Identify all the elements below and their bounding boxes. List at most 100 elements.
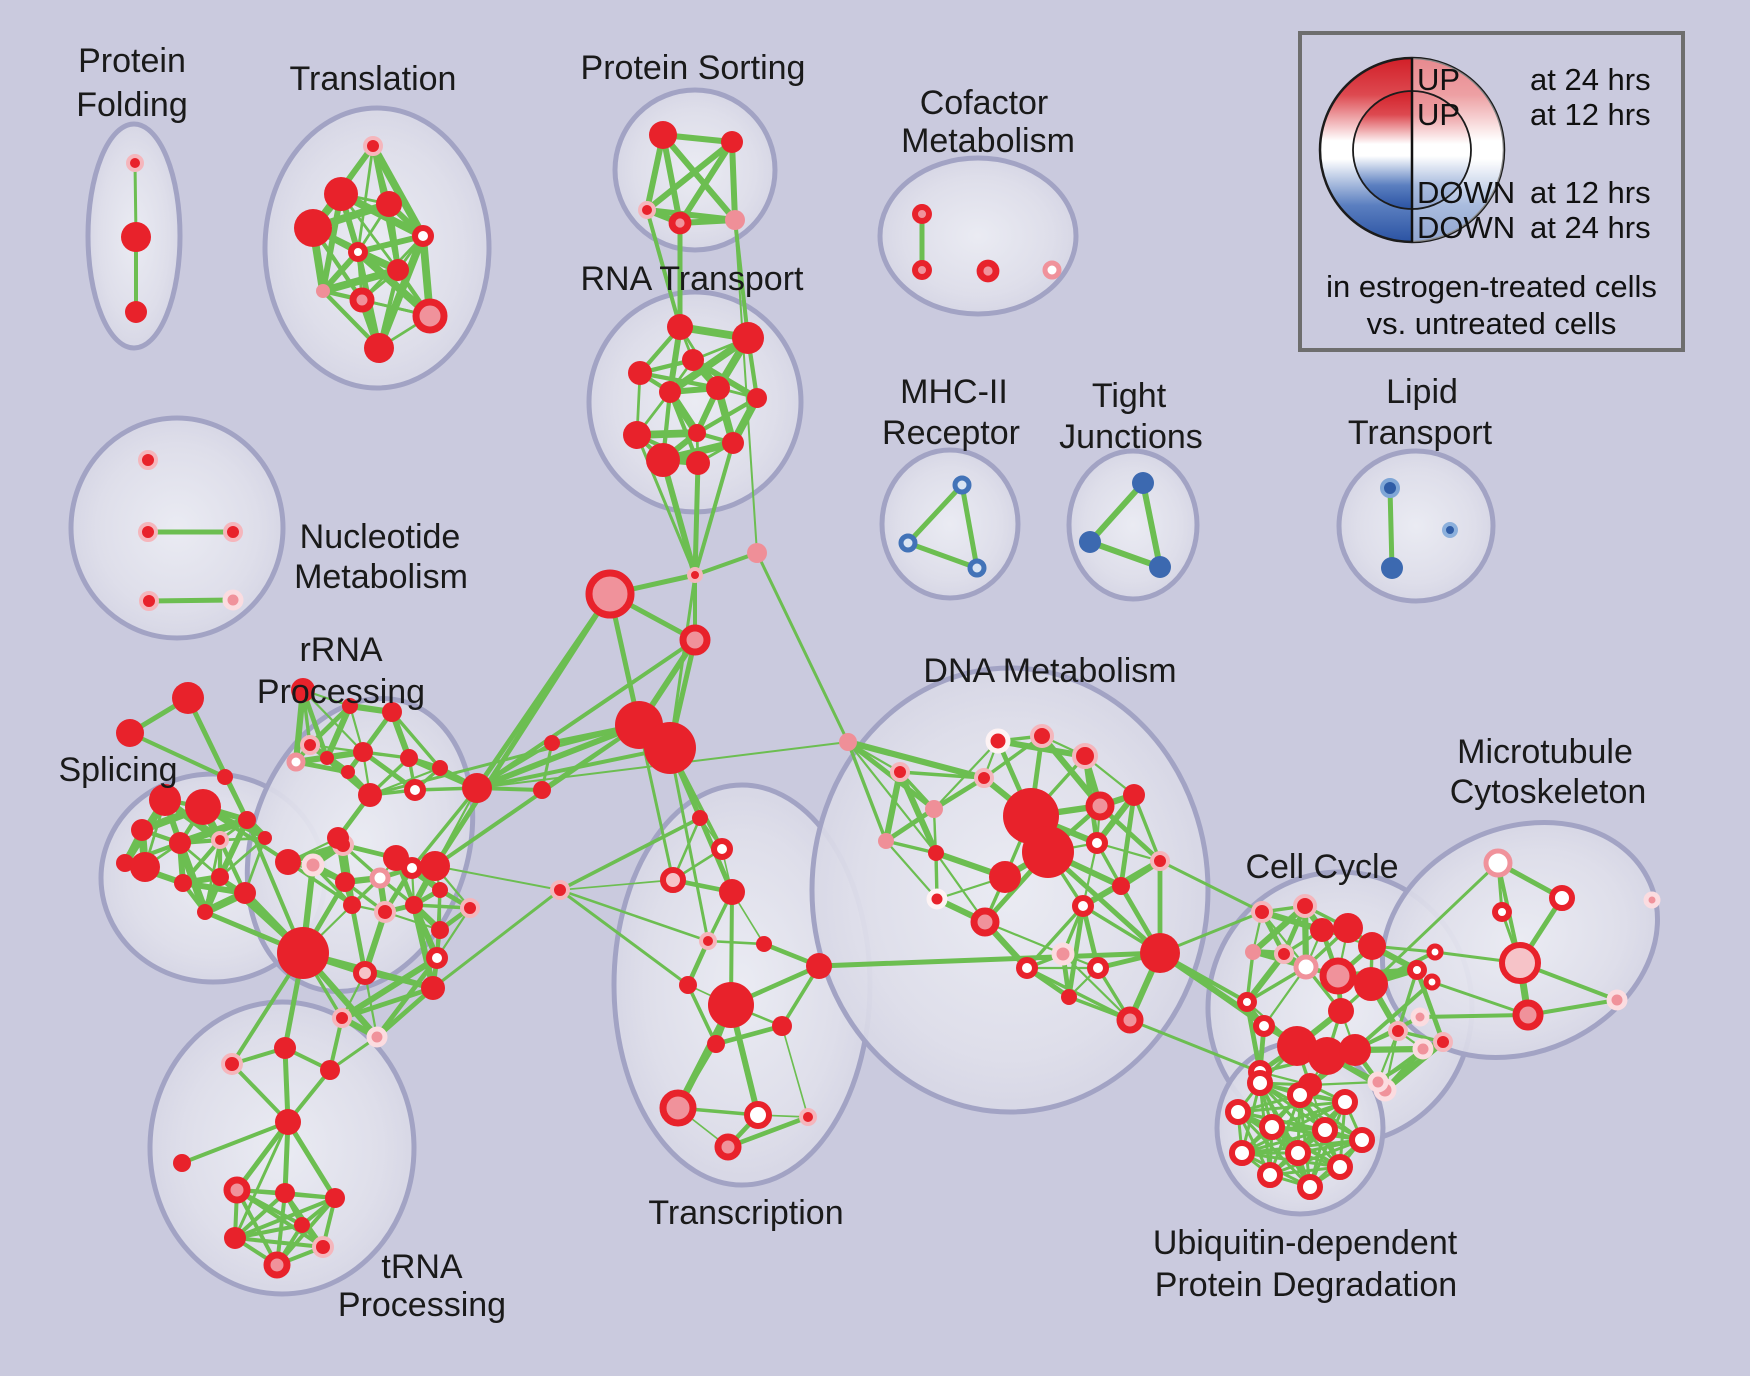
- cluster-label-protein_folding: Folding: [76, 86, 188, 124]
- node-dn11: [1022, 826, 1074, 878]
- node-rr22: [343, 896, 361, 914]
- network-edge: [734, 219, 758, 554]
- node-tl11: [364, 333, 394, 363]
- node-cc18: [1412, 1038, 1434, 1060]
- node-tx14: [744, 1101, 772, 1129]
- node-nm4: [139, 591, 159, 611]
- node-dn1: [985, 728, 1011, 754]
- node-cc15: [1308, 1037, 1346, 1075]
- node-tx8: [806, 953, 832, 979]
- node-tb6: [312, 1236, 334, 1258]
- node-tb7: [263, 1251, 291, 1279]
- node-tl1: [363, 136, 383, 156]
- node-dn19: [1140, 933, 1180, 973]
- network-edge: [558, 888, 690, 987]
- node-sp3: [131, 819, 153, 841]
- node-dn17: [1072, 895, 1094, 917]
- legend-box: UP at 24 hrs UP at 12 hrs DOWN at 12 hrs…: [1298, 31, 1685, 352]
- cluster-label-microtubule: Cytoskeleton: [1450, 773, 1647, 811]
- node-tl2: [324, 177, 358, 211]
- network-edge: [713, 1023, 785, 1047]
- node-mt9: [1410, 1007, 1430, 1027]
- node-ub8: [1229, 1140, 1255, 1166]
- node-rr12: [462, 773, 492, 803]
- node-tj1: [1132, 472, 1154, 494]
- network-edge: [558, 816, 702, 892]
- node-ub10: [1327, 1154, 1353, 1180]
- node-dn14: [1150, 851, 1170, 871]
- node-rt2: [732, 322, 764, 354]
- network-edge: [667, 389, 701, 466]
- node-rr4: [300, 735, 320, 755]
- cluster-label-rrna: rRNA: [299, 631, 382, 669]
- node-sp12: [258, 831, 272, 845]
- legend-caption-line2: vs. untreated cells: [1366, 306, 1617, 341]
- network-edge: [644, 139, 735, 213]
- network-edge: [230, 1062, 290, 1124]
- network-edge: [816, 950, 1163, 969]
- network-edge: [431, 888, 562, 990]
- node-mh3: [967, 558, 987, 578]
- node-sp2: [185, 789, 221, 825]
- node-tx1: [692, 810, 708, 826]
- network-edge: [729, 139, 738, 223]
- node-tb2: [275, 1183, 295, 1203]
- network-edge: [884, 839, 939, 901]
- network-edge: [559, 879, 674, 891]
- node-rt3: [682, 349, 704, 371]
- node-sp7: [130, 852, 160, 882]
- node-dn20: [1016, 957, 1038, 979]
- network-edge: [1430, 980, 1530, 1017]
- node-dn21: [1051, 942, 1075, 966]
- network-edge: [233, 1196, 337, 1240]
- node-tt4: [320, 1060, 340, 1080]
- network-edge: [959, 482, 980, 571]
- network-edge: [660, 132, 683, 226]
- node-cf2: [912, 260, 932, 280]
- node-tj3: [1149, 556, 1171, 578]
- node-cc23: [1367, 1071, 1389, 1093]
- node-rt10: [722, 432, 744, 454]
- network-edge: [1236, 1100, 1347, 1114]
- network-edge: [677, 139, 735, 226]
- network-edge: [285, 1119, 338, 1201]
- node-rr14: [277, 927, 329, 979]
- node-ps5: [725, 210, 745, 230]
- node-dn12: [989, 861, 1021, 893]
- node-tx6: [699, 932, 717, 950]
- node-nm2: [138, 522, 158, 542]
- node-cc9: [1319, 957, 1357, 995]
- network-edge: [1025, 966, 1132, 1022]
- network-edge: [1369, 861, 1500, 986]
- node-ub9: [1285, 1140, 1311, 1166]
- node-mt10: [1643, 891, 1661, 909]
- node-cc7: [1274, 944, 1294, 964]
- network-edge: [668, 746, 710, 943]
- node-mh1: [952, 475, 972, 495]
- network-edge: [1158, 859, 1264, 914]
- node-dn23: [1061, 989, 1077, 1005]
- node-tb1: [223, 1176, 251, 1204]
- network-edge: [660, 132, 738, 223]
- node-tl4: [294, 209, 332, 247]
- node-dn18: [1112, 877, 1130, 895]
- node-cf1: [912, 204, 932, 224]
- node-rr27: [353, 961, 377, 985]
- node-tl3: [376, 191, 402, 217]
- node-dn2: [1030, 724, 1054, 748]
- node-tb3: [325, 1188, 345, 1208]
- node-mh2: [898, 533, 918, 553]
- node-dn13: [1086, 832, 1108, 854]
- network-edge: [1353, 980, 1434, 1052]
- node-tt1: [275, 1109, 301, 1135]
- node-tl8: [316, 284, 330, 298]
- node-ub11: [1257, 1162, 1283, 1188]
- cluster-label-lipid: Transport: [1348, 414, 1493, 452]
- node-tx7: [756, 936, 772, 952]
- network-edge: [905, 540, 980, 571]
- network-edge: [884, 839, 938, 855]
- node-cf3: [976, 259, 1000, 283]
- cluster-label-nucleotide: Nucleotide: [300, 518, 461, 556]
- cluster-label-cofactor: Metabolism: [901, 122, 1075, 160]
- node-rr1: [291, 678, 315, 702]
